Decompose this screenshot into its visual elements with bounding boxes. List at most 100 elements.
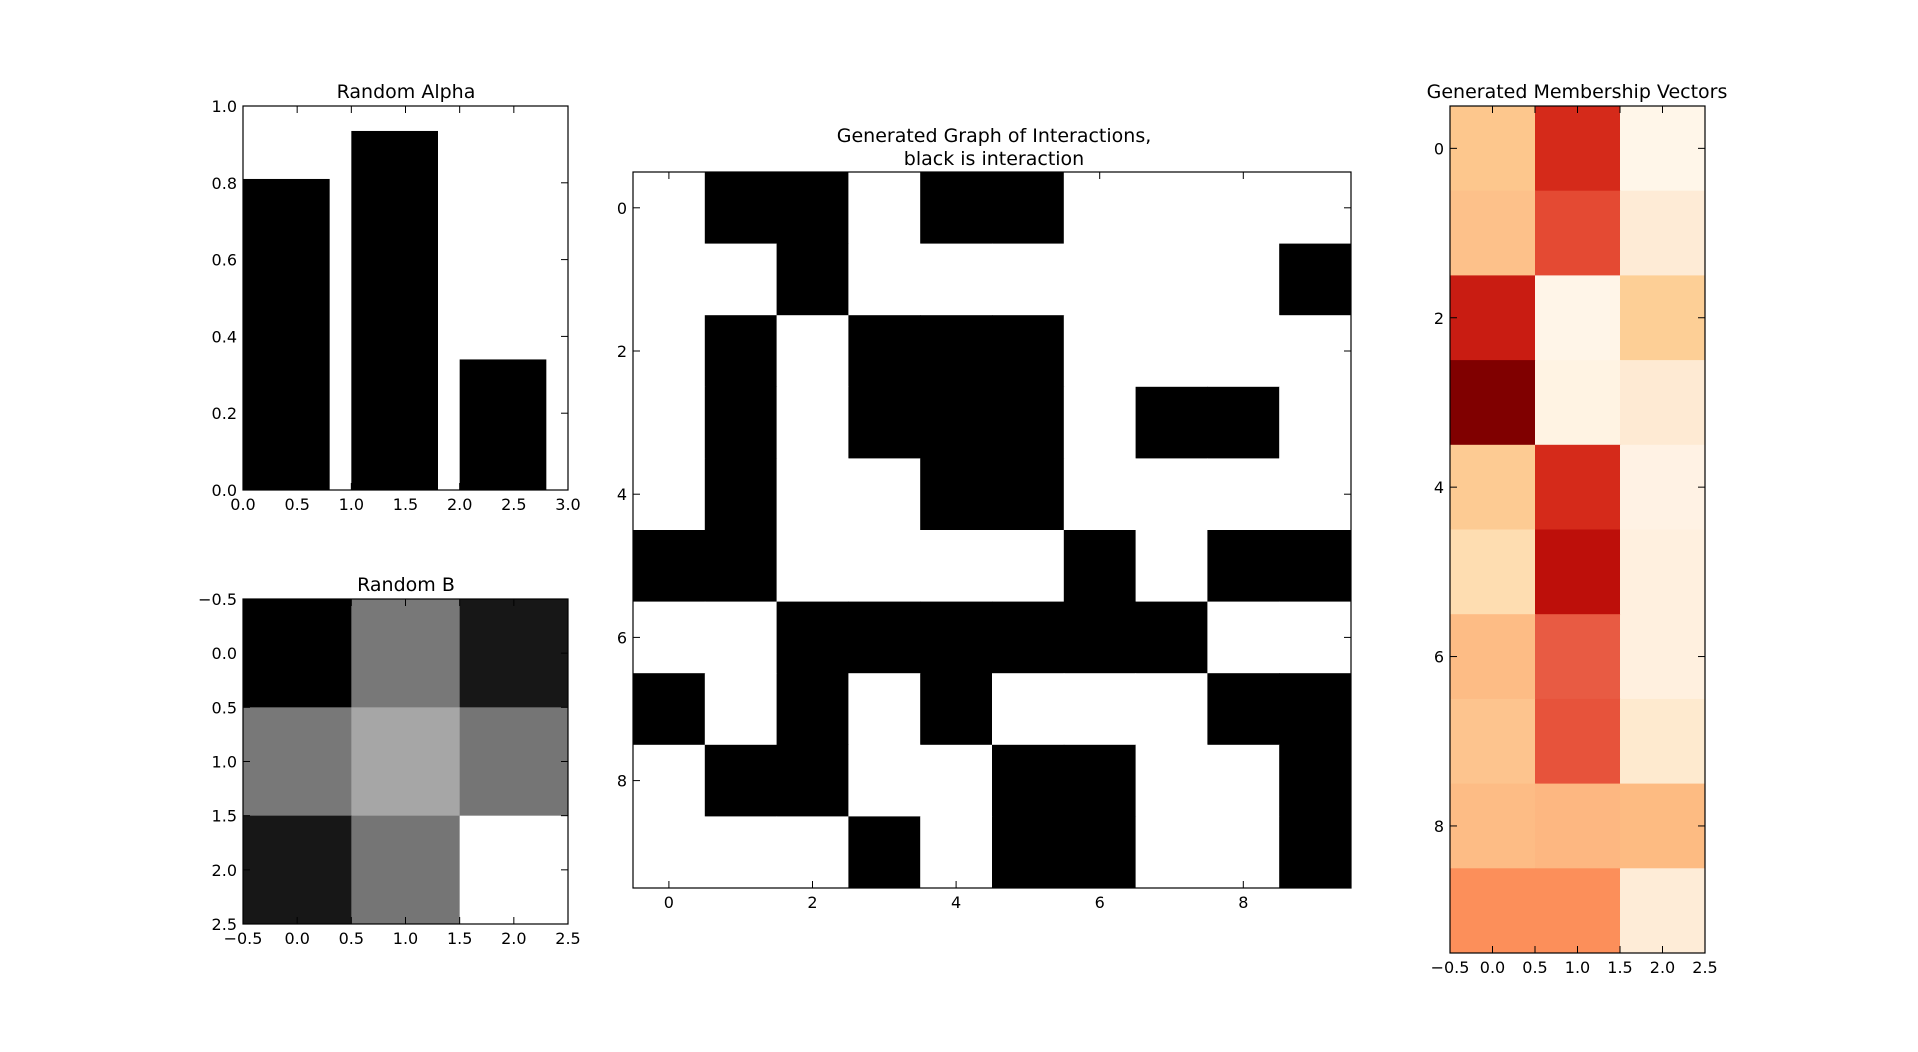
random-b-ticks: −0.5 0.0 0.5 1.0 1.5 2.0 2.5−0.50.00.51.01.52.… <box>198 590 581 948</box>
interaction-cell <box>776 172 849 245</box>
membership-cell <box>1450 275 1536 361</box>
random-alpha-ticks: 0.0 0.5 1.0 1.5 2.0 2.5 3.0 0.0 0.2 0.4 0.6 0.8 1.0 <box>212 97 581 514</box>
interaction-cell <box>1207 816 1280 889</box>
membership-cell <box>1450 698 1536 785</box>
membership-cell <box>1620 444 1706 530</box>
random-b-ytick-label: 2.0 <box>212 861 237 880</box>
random-b-cell <box>459 815 569 925</box>
random-alpha-xtick-label: 1.0 <box>339 495 364 514</box>
interaction-graph-panel: Generated Graph of Interactions, black i… <box>617 125 1352 912</box>
interaction-cell <box>848 816 921 889</box>
membership-vectors-xtick-label: 2.0 <box>1650 958 1675 977</box>
interaction-cell <box>920 673 993 746</box>
interaction-cell <box>776 601 849 674</box>
interaction-graph-title-line1: Generated Graph of Interactions, <box>837 125 1152 147</box>
interaction-cell <box>848 243 921 316</box>
interaction-cell <box>776 315 849 388</box>
interaction-cell <box>776 530 849 603</box>
interaction-cell <box>704 386 778 459</box>
interaction-graph-xtick-label: 2 <box>807 893 817 912</box>
membership-cell <box>1450 360 1536 446</box>
random-alpha-ytick-label: 1.0 <box>212 97 237 116</box>
membership-cell <box>1535 190 1621 276</box>
interaction-cell <box>776 673 849 746</box>
interaction-graph-ytick-label: 0 <box>617 199 627 218</box>
interaction-cell <box>992 744 1065 817</box>
interaction-cell <box>992 673 1065 746</box>
random-alpha-xtick-label: 3.0 <box>555 495 580 514</box>
membership-cell <box>1535 444 1621 530</box>
random-alpha-xtick-label: 0.5 <box>284 495 309 514</box>
interaction-cell <box>1135 172 1208 245</box>
membership-cell <box>1535 783 1621 869</box>
interaction-cell <box>848 315 921 388</box>
interaction-cell <box>776 816 849 889</box>
random-b-xtick-label: 0.0 <box>284 929 309 948</box>
random-b-ytick-label: 0.5 <box>212 698 237 717</box>
interaction-cell <box>1279 386 1352 459</box>
interaction-graph-ytick-label: 6 <box>617 628 627 647</box>
interaction-cell <box>1135 673 1208 746</box>
interaction-cell <box>920 816 993 889</box>
membership-cell <box>1620 360 1706 446</box>
membership-vectors-ytick-label: 0 <box>1434 139 1444 158</box>
interaction-cell <box>776 386 849 459</box>
interaction-cell <box>992 243 1065 316</box>
membership-cell <box>1535 698 1621 785</box>
interaction-cell <box>704 172 778 245</box>
interaction-cell <box>920 172 993 245</box>
interaction-cell <box>1063 172 1137 245</box>
interaction-cell <box>633 673 706 746</box>
membership-vectors-xtick-label: 0.0 <box>1480 958 1505 977</box>
interaction-graph-xtick-label: 8 <box>1238 893 1248 912</box>
interaction-cell <box>920 458 993 531</box>
random-b-cell <box>459 707 569 817</box>
interaction-cell <box>633 601 706 674</box>
membership-cell <box>1450 614 1536 700</box>
membership-vectors-ticks: −0.5 0.0 0.5 1.0 1.5 2.0 2.5 0 2 4 6 8 <box>1431 106 1718 977</box>
interaction-cell <box>920 530 993 603</box>
random-b-xtick-label: −0.5 <box>224 929 263 948</box>
membership-cell <box>1620 868 1706 954</box>
interaction-cell <box>1135 386 1208 459</box>
membership-cell <box>1620 529 1706 615</box>
interaction-cell <box>1279 172 1352 245</box>
random-b-ytick-label: 0.0 <box>212 644 237 663</box>
interaction-cell <box>704 458 778 531</box>
random-b-ytick-label: −0.5 <box>198 590 237 609</box>
interaction-cell <box>1135 243 1208 316</box>
interaction-cell <box>1207 172 1280 245</box>
interaction-cell <box>848 673 921 746</box>
interaction-cell <box>1279 530 1352 603</box>
random-b-panel: Random B −0.5 0.0 0.5 1.0 1.5 2.0 2.5−0.50.00.… <box>198 574 581 948</box>
interaction-cell <box>1207 386 1280 459</box>
membership-cell <box>1535 614 1621 700</box>
random-b-xtick-label: 1.5 <box>447 929 472 948</box>
membership-cell <box>1450 868 1536 954</box>
interaction-cell <box>848 530 921 603</box>
random-b-xtick-label: 2.0 <box>501 929 526 948</box>
interaction-cell <box>633 386 706 459</box>
interaction-cell <box>920 315 993 388</box>
membership-vectors-panel: Generated Membership Vectors −0.5 0.0 0.5 1… <box>1427 81 1728 977</box>
random-b-cell <box>459 599 569 708</box>
interaction-cell <box>992 172 1065 245</box>
random-b-frame <box>242 598 569 925</box>
interaction-cell <box>848 458 921 531</box>
interaction-cell <box>633 816 706 889</box>
random-alpha-xtick-label: 2.5 <box>501 495 526 514</box>
membership-vectors-ytick-label: 6 <box>1434 648 1444 667</box>
random-alpha-ytick-label: 0.4 <box>212 327 237 346</box>
membership-vectors-frame <box>1449 105 1706 954</box>
membership-vectors-ytick-label: 4 <box>1434 478 1444 497</box>
interaction-cell <box>848 744 921 817</box>
random-alpha-bars <box>243 130 547 490</box>
membership-cell <box>1620 190 1706 276</box>
interaction-cell <box>920 386 993 459</box>
membership-cell <box>1620 106 1706 192</box>
interaction-cell <box>1279 816 1352 889</box>
interaction-cell <box>1279 315 1352 388</box>
random-alpha-bar <box>243 178 330 490</box>
interaction-cell <box>1063 816 1137 889</box>
